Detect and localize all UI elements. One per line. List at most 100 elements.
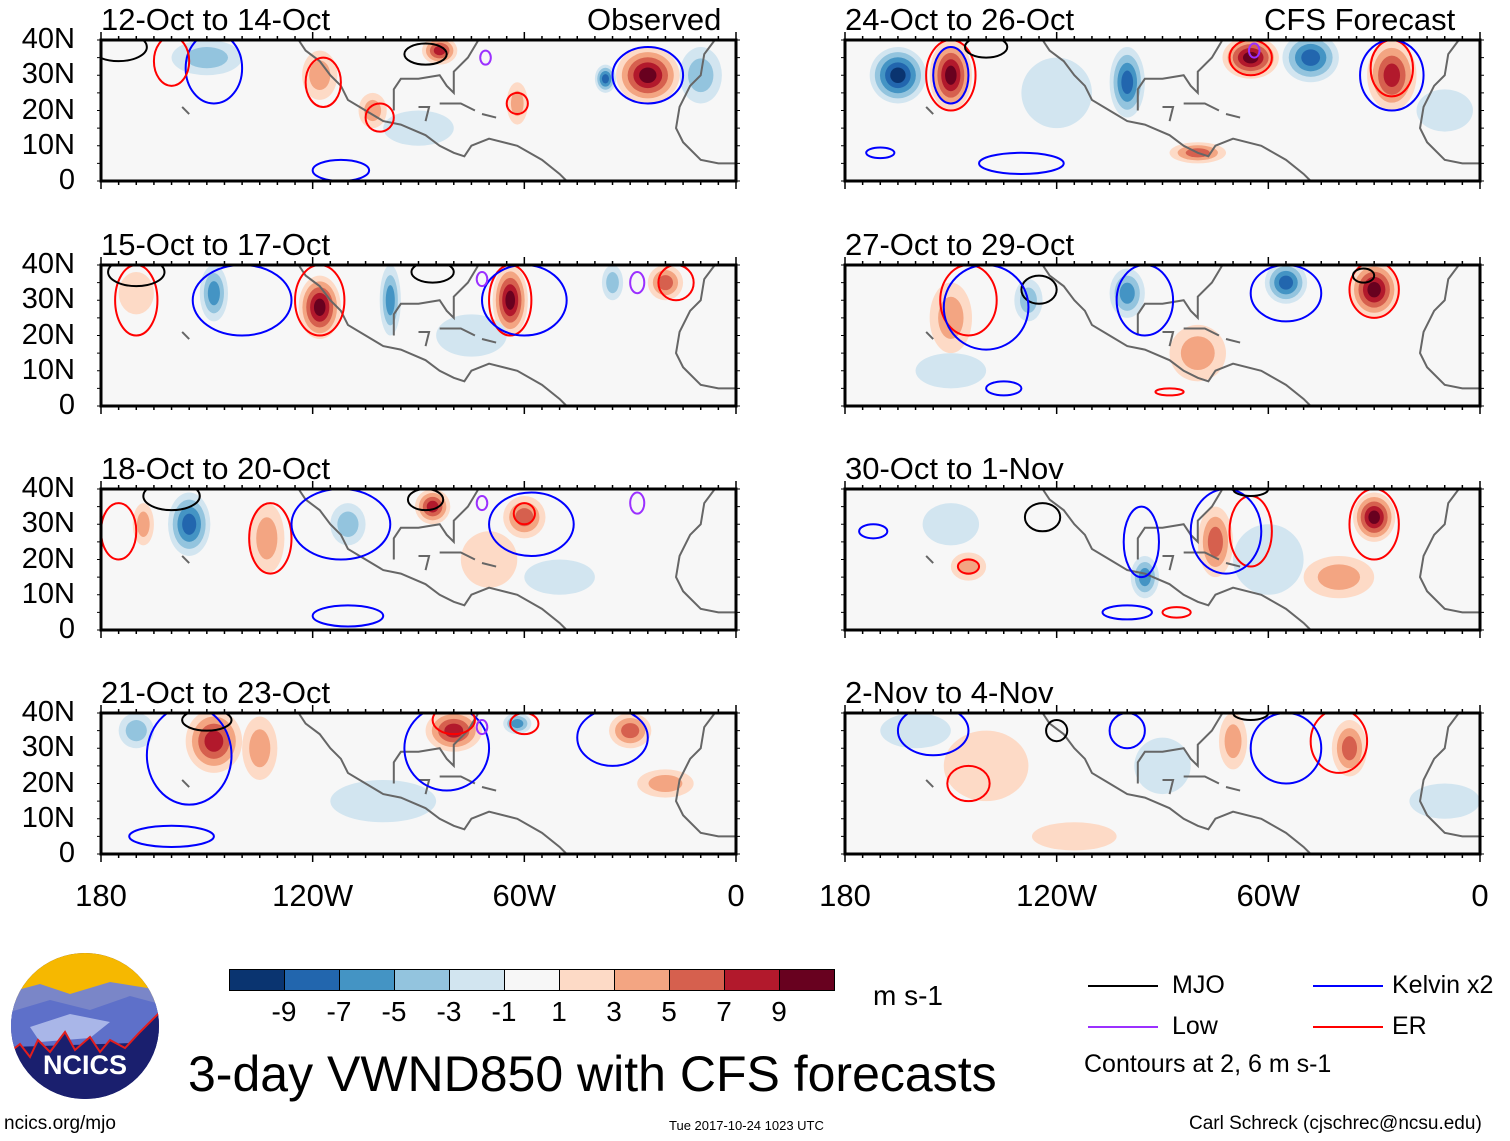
wind-anomaly bbox=[1224, 724, 1242, 759]
coastline bbox=[1418, 489, 1480, 614]
wind-anomaly bbox=[460, 531, 518, 588]
wind-anomaly bbox=[957, 558, 980, 576]
lat-tick-label: 0 bbox=[58, 837, 75, 869]
legend-er: ER bbox=[1392, 1012, 1427, 1040]
coastline bbox=[297, 265, 568, 406]
er-contour bbox=[114, 265, 159, 337]
wind-anomaly bbox=[1031, 822, 1117, 851]
coastline bbox=[925, 779, 934, 788]
units-label: m s-1 bbox=[873, 980, 943, 1011]
coastline bbox=[1183, 775, 1220, 785]
er-contour bbox=[946, 764, 991, 803]
kelvin-contour bbox=[1249, 265, 1323, 323]
coastline bbox=[418, 105, 431, 122]
wind-anomaly bbox=[639, 67, 657, 83]
coastline bbox=[674, 713, 736, 838]
kelvin-contour bbox=[611, 46, 685, 105]
coastline bbox=[1225, 786, 1241, 792]
kelvin-line-swatch bbox=[1313, 985, 1383, 987]
wind-anomaly bbox=[1119, 282, 1135, 304]
mjo-contour bbox=[107, 265, 166, 288]
coastline bbox=[297, 40, 568, 181]
wind-anomaly bbox=[1368, 510, 1380, 524]
wind-anomaly bbox=[125, 720, 147, 742]
low-contour bbox=[629, 271, 646, 295]
wind-anomaly bbox=[1207, 526, 1223, 557]
observed-label: Observed bbox=[587, 2, 722, 37]
legend-kelvin: Kelvin x2 bbox=[1392, 971, 1494, 999]
panel-title: 24-Oct to 26-Oct bbox=[845, 2, 1075, 37]
ncics-logo: NCICS bbox=[11, 953, 159, 1099]
coastline bbox=[418, 554, 431, 571]
colorbar-label: 7 bbox=[716, 996, 732, 1027]
panel-title: 2-Nov to 4-Nov bbox=[845, 675, 1054, 710]
coastline bbox=[1183, 327, 1220, 337]
wind-anomaly bbox=[1409, 783, 1480, 819]
panel-title: 30-Oct to 1-Nov bbox=[845, 451, 1064, 486]
colorbar-swatch bbox=[284, 969, 340, 991]
wind-anomaly bbox=[330, 779, 437, 823]
er-contour bbox=[1154, 387, 1185, 397]
er-contour bbox=[512, 502, 536, 526]
low-contour bbox=[479, 49, 492, 66]
mjo-contour bbox=[1020, 274, 1058, 305]
wind-anomaly bbox=[606, 272, 619, 294]
lat-tick-label: 20N bbox=[21, 93, 75, 126]
lon-tick-label: 120W bbox=[272, 878, 354, 913]
coastline bbox=[925, 555, 934, 564]
lat-tick-label: 0 bbox=[58, 613, 75, 645]
mjo-line-swatch bbox=[1088, 985, 1158, 987]
wind-anomaly bbox=[1383, 63, 1401, 87]
kelvin-contour bbox=[1189, 489, 1263, 575]
wind-anomaly bbox=[601, 74, 609, 84]
wind-anomaly bbox=[436, 314, 507, 357]
mjo-contour bbox=[963, 40, 1009, 59]
coastline bbox=[1225, 338, 1241, 344]
wind-anomaly bbox=[938, 296, 964, 340]
coastline bbox=[439, 775, 476, 785]
wind-anomaly bbox=[385, 285, 395, 316]
colorbar-swatch bbox=[229, 969, 285, 991]
wind-anomaly bbox=[648, 775, 683, 792]
wind-anomaly bbox=[621, 723, 640, 739]
er-contour bbox=[956, 558, 981, 575]
panel-title: 15-Oct to 17-Oct bbox=[101, 227, 331, 262]
er-contour bbox=[294, 265, 346, 337]
coastline bbox=[392, 713, 480, 784]
mjo-contour bbox=[406, 489, 445, 512]
er-contour bbox=[1348, 265, 1400, 319]
coastline bbox=[392, 489, 480, 560]
lon-tick-label: 180 bbox=[75, 878, 127, 913]
kelvin-contour bbox=[191, 265, 293, 337]
coastline bbox=[297, 489, 568, 630]
cfs-forecast-label: CFS Forecast bbox=[1264, 2, 1456, 37]
colorbar-swatch bbox=[339, 969, 395, 991]
logo-text: NCICS bbox=[43, 1050, 127, 1080]
wind-anomaly bbox=[510, 90, 524, 117]
er-contour bbox=[488, 265, 533, 337]
kelvin-contour bbox=[128, 824, 215, 848]
wind-anomaly bbox=[309, 60, 331, 91]
colorbar-label: -5 bbox=[381, 996, 407, 1027]
coastline bbox=[181, 779, 190, 788]
wind-anomaly bbox=[1278, 275, 1294, 290]
coastline bbox=[1162, 105, 1175, 122]
kelvin-contour bbox=[1108, 713, 1146, 750]
lat-tick-label: 0 bbox=[58, 164, 75, 196]
coastline bbox=[1136, 713, 1224, 784]
colorbar-label: 5 bbox=[661, 996, 677, 1027]
coastline bbox=[181, 555, 190, 564]
colorbar-swatch bbox=[504, 969, 560, 991]
footer-url[interactable]: ncics.org/mjo bbox=[4, 1113, 116, 1134]
kelvin-contour bbox=[865, 146, 896, 160]
coastline bbox=[674, 489, 736, 614]
wind-anomaly bbox=[657, 275, 674, 291]
coastline bbox=[1418, 40, 1480, 165]
coastline bbox=[1041, 265, 1312, 406]
kelvin-contour bbox=[1122, 505, 1160, 579]
er-line-swatch bbox=[1313, 1026, 1383, 1028]
coastline bbox=[1136, 265, 1224, 336]
lat-tick-label: 40N bbox=[21, 248, 75, 280]
er-contour bbox=[152, 40, 191, 87]
kelvin-contour bbox=[311, 158, 371, 181]
